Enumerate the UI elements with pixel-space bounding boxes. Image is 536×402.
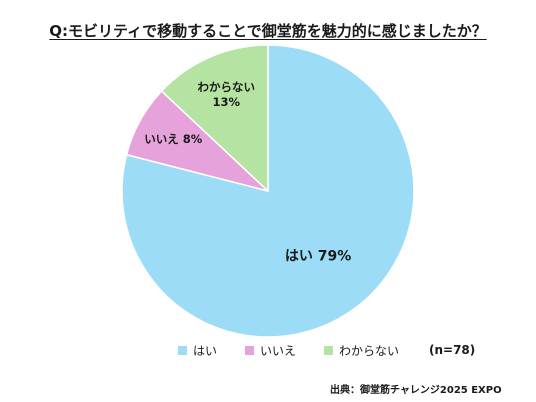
legend-label-no: いいえ [260, 344, 297, 358]
slice-label-no: いいえ 8% [144, 132, 203, 146]
legend-item-yes: はい [178, 342, 217, 359]
legend-item-no: いいえ [245, 342, 296, 359]
chart-title: Q:モビリティで移動することで御堂筋を魅力的に感じましたか？ [49, 22, 487, 40]
legend-swatch-unknown [324, 346, 334, 355]
legend-swatch-no [245, 346, 255, 355]
sample-size-label: (n=78) [429, 343, 476, 357]
slice-label-unknown: わからない 13% [198, 80, 256, 109]
slice-label-yes: はい 79% [285, 249, 351, 265]
source-note: 出典：御堂筋チャレンジ2025 EXPO [330, 385, 502, 396]
legend-swatch-yes [178, 346, 187, 355]
legend: はい いいえ わからない [178, 342, 427, 359]
legend-label-unknown: わからない [339, 344, 400, 358]
legend-item-unknown: わからない [324, 342, 399, 359]
pie-slice-unknown [160, 44, 269, 193]
legend-label-yes: はい [193, 344, 218, 358]
